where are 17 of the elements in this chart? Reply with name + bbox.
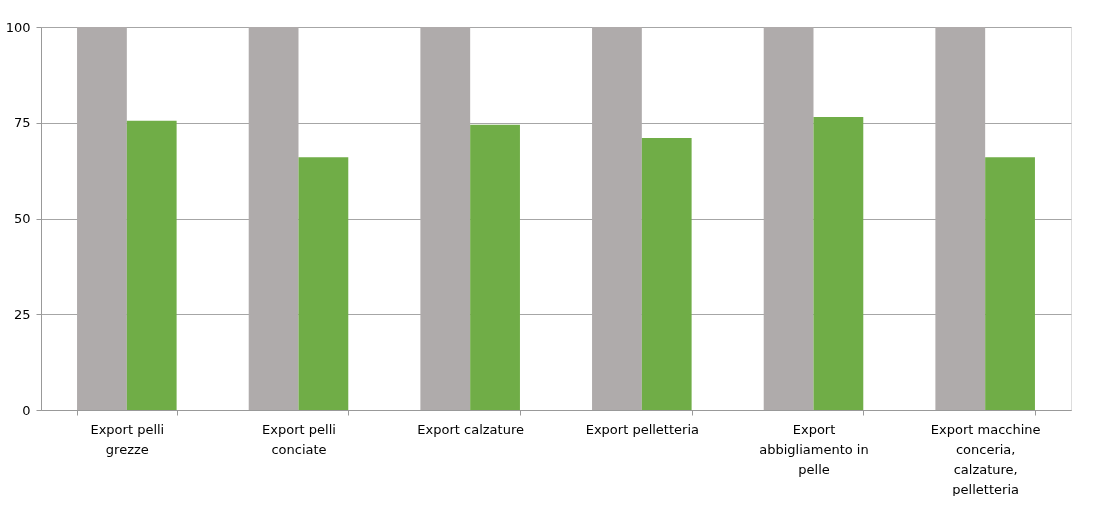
bar (470, 124, 520, 410)
y-tick-label: 0 (22, 402, 31, 418)
bar (126, 120, 177, 410)
bar (813, 117, 864, 410)
x-tick-label: Export pelli grezze (90, 421, 165, 457)
x-tick-label: Export abbigliamento in pelle (759, 421, 869, 477)
x-tick-label: Export calzature (417, 421, 524, 437)
bar (298, 157, 349, 410)
y-tick-label: 100 (5, 19, 31, 35)
bar (641, 138, 692, 410)
bar (985, 157, 1035, 410)
x-tick-label: Export pelli conciate (262, 421, 336, 457)
y-tick-label: 50 (13, 211, 31, 226)
x-tick-label: Export macchine conceria, calzature, pelletteria (930, 421, 1041, 497)
y-tick-label: 75 (13, 115, 31, 131)
x-tick-label: Export pelletteria (585, 421, 699, 437)
y-tick-label: 25 (13, 306, 31, 322)
